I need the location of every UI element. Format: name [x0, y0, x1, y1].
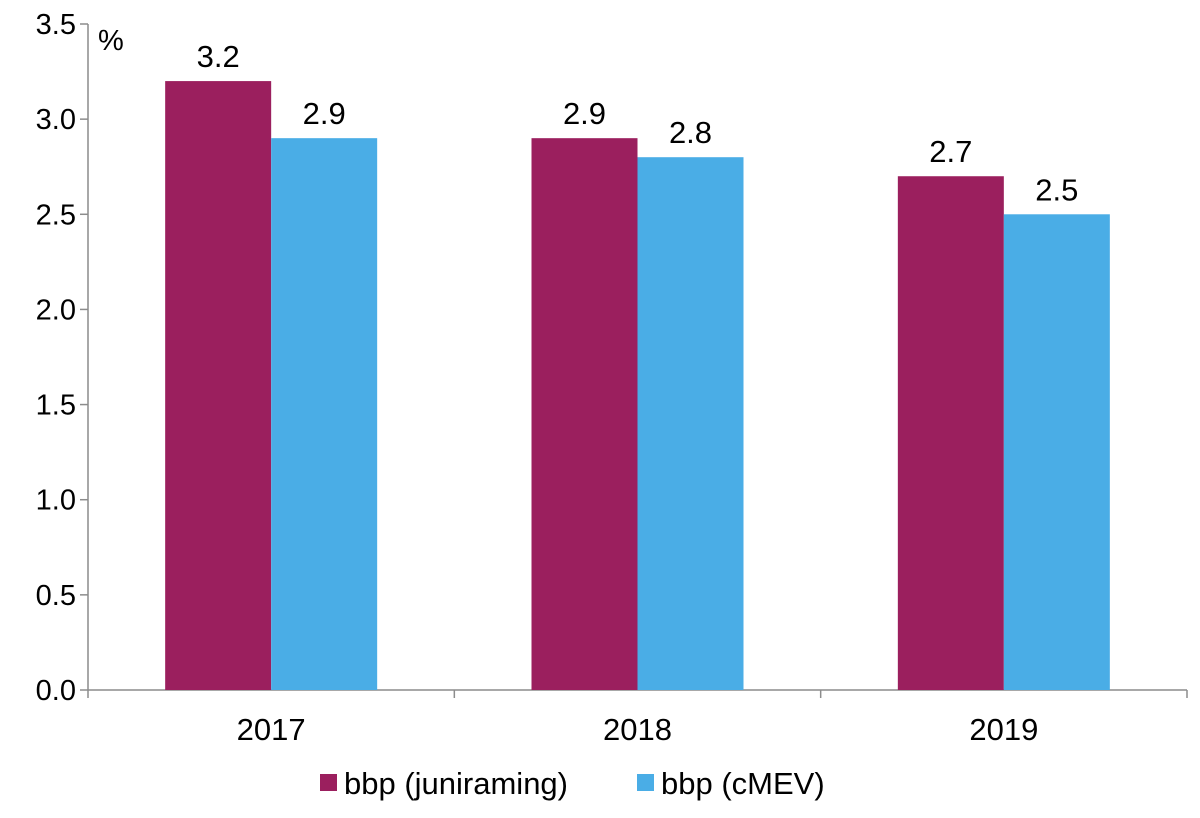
y-tick-label: 1.0 [36, 485, 76, 517]
y-tick-label: 0.0 [36, 675, 76, 707]
bar [897, 176, 1004, 690]
legend: bbp (juniraming) bbp (cMEV) [320, 766, 825, 801]
bar-value-label: 2.7 [929, 134, 972, 169]
bar-value-label: 2.8 [669, 115, 712, 150]
bar [1003, 214, 1110, 691]
y-tick-label: 2.5 [36, 199, 76, 231]
x-ticks: 2017 2018 2019 [87, 690, 1188, 747]
bar-value-label: 2.9 [303, 96, 346, 131]
y-tick-label: 3.0 [36, 104, 76, 136]
bar-value-label: 3.2 [197, 39, 240, 74]
y-unit-label: % [98, 25, 124, 57]
y-axis: 0.0 0.5 1.0 1.5 2.0 2.5 3.0 3.5 % [36, 9, 124, 707]
y-tick-label: 3.5 [36, 9, 76, 41]
y-tick-label: 1.5 [36, 390, 76, 422]
x-category-label: 2019 [969, 712, 1038, 747]
x-axis: 2017 2018 2019 [87, 689, 1188, 747]
legend-label: bbp (cMEV) [661, 766, 825, 801]
bar-series-group: 3.2 2.9 2.9 2.8 2.7 2.5 [165, 39, 1110, 691]
bar [271, 138, 378, 690]
y-tick-label: 0.5 [36, 580, 76, 612]
bar [531, 138, 638, 690]
legend-swatch [637, 774, 654, 791]
x-category-label: 2018 [603, 712, 672, 747]
bar [637, 157, 744, 690]
legend-label: bbp (juniraming) [344, 766, 568, 801]
legend-swatch [320, 774, 337, 791]
x-category-label: 2017 [237, 712, 306, 747]
y-ticks: 0.0 0.5 1.0 1.5 2.0 2.5 3.0 3.5 [36, 9, 88, 707]
bar [165, 81, 272, 691]
bar-value-label: 2.5 [1035, 172, 1078, 207]
y-tick-label: 2.0 [36, 294, 76, 326]
bar-value-label: 2.9 [563, 96, 606, 131]
